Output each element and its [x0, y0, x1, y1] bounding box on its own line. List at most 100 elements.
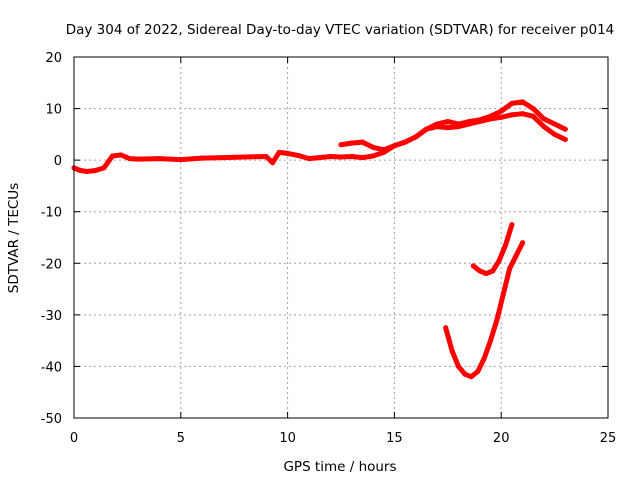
data-point [488, 113, 493, 119]
data-point [541, 124, 547, 130]
data-point [127, 156, 132, 162]
data-point [498, 114, 504, 120]
data-point [178, 157, 184, 163]
data-point [520, 99, 526, 105]
data-point [270, 160, 276, 166]
data-point [500, 291, 506, 297]
data-point [468, 374, 474, 380]
data-point [513, 253, 519, 258]
x-tick-label: 10 [279, 431, 296, 446]
data-point [92, 168, 98, 173]
data-point [349, 140, 355, 146]
data-point [552, 131, 558, 137]
data-point [118, 152, 124, 158]
data-point [466, 119, 472, 124]
data-point [530, 113, 536, 119]
data-point [276, 149, 282, 155]
data-point [498, 108, 504, 114]
data-point [456, 363, 461, 369]
y-tick-label: 20 [45, 51, 62, 66]
data-point [445, 125, 451, 131]
x-tick-label: 5 [177, 431, 185, 446]
data-point [488, 338, 493, 344]
data-point [509, 112, 515, 118]
data-point [402, 139, 408, 145]
data-point [462, 371, 468, 377]
data-point [263, 154, 269, 159]
x-tick-label: 0 [70, 431, 78, 446]
data-point [520, 111, 526, 117]
data-point [413, 134, 419, 140]
y-tick-label: -10 [41, 206, 62, 221]
x-tick-label: 15 [386, 431, 403, 446]
data-point [445, 119, 451, 124]
data-point [381, 147, 387, 153]
data-point [135, 156, 141, 162]
grid-lines [74, 57, 608, 418]
x-axis-label: GPS time / hours [283, 459, 396, 475]
y-tick-label: -30 [41, 309, 62, 324]
y-tick-label: -40 [41, 360, 62, 375]
plot-frame [73, 56, 609, 419]
data-point [285, 150, 291, 156]
chart-title: Day 304 of 2022, Sidereal Day-to-day VTE… [66, 22, 615, 38]
data-point [109, 153, 115, 159]
data-point [520, 240, 526, 246]
x-tick-label: 20 [493, 431, 510, 446]
data-point [507, 265, 513, 271]
data-point [156, 156, 162, 162]
data-point [541, 116, 547, 122]
data-point [470, 263, 476, 269]
data-point [101, 165, 107, 171]
ticks: 0 5 10 15 20 25 -50 -40 -30 -20 -10 0 10 20 [41, 51, 617, 446]
data-point [503, 242, 508, 248]
data-point [391, 143, 397, 149]
y-tick-label: -20 [41, 257, 62, 272]
data-point [77, 168, 83, 173]
data-point [199, 155, 205, 161]
data-point [496, 258, 502, 264]
data-point [370, 153, 376, 159]
series-layer [71, 99, 568, 380]
data-point [295, 153, 301, 158]
series-line-main-trace-b [338, 99, 568, 153]
series-line-dip-trace-b [470, 222, 515, 277]
data-point [449, 348, 455, 354]
y-axis-label: SDTVAR / TECUs [6, 183, 22, 293]
data-point [530, 106, 536, 112]
data-point [317, 155, 323, 161]
data-point [338, 154, 344, 160]
data-point [443, 325, 449, 331]
data-point [562, 137, 568, 142]
data-point [327, 154, 333, 159]
data-point [552, 121, 558, 127]
data-point [477, 268, 483, 274]
data-point [434, 121, 440, 127]
data-point [370, 144, 376, 150]
x-tick-label: 25 [600, 431, 617, 446]
data-point [306, 156, 312, 162]
data-point [242, 154, 248, 160]
data-point [456, 121, 461, 127]
data-point [359, 139, 365, 145]
data-point [84, 169, 90, 174]
data-point [509, 100, 515, 106]
data-point [338, 142, 344, 148]
data-point [562, 126, 568, 132]
data-point [494, 317, 500, 323]
data-point [359, 155, 365, 161]
y-tick-label: 10 [45, 103, 62, 118]
series-line-main-trace-a [71, 111, 568, 174]
y-tick-label: 0 [54, 154, 62, 169]
data-point [477, 117, 483, 123]
y-tick-label: -50 [41, 412, 62, 427]
data-point [349, 154, 355, 159]
data-point [483, 271, 489, 277]
data-point [423, 126, 429, 132]
data-point [221, 155, 226, 161]
data-point [509, 222, 515, 228]
data-point [490, 268, 496, 274]
data-point [475, 369, 481, 375]
data-point [481, 356, 487, 362]
